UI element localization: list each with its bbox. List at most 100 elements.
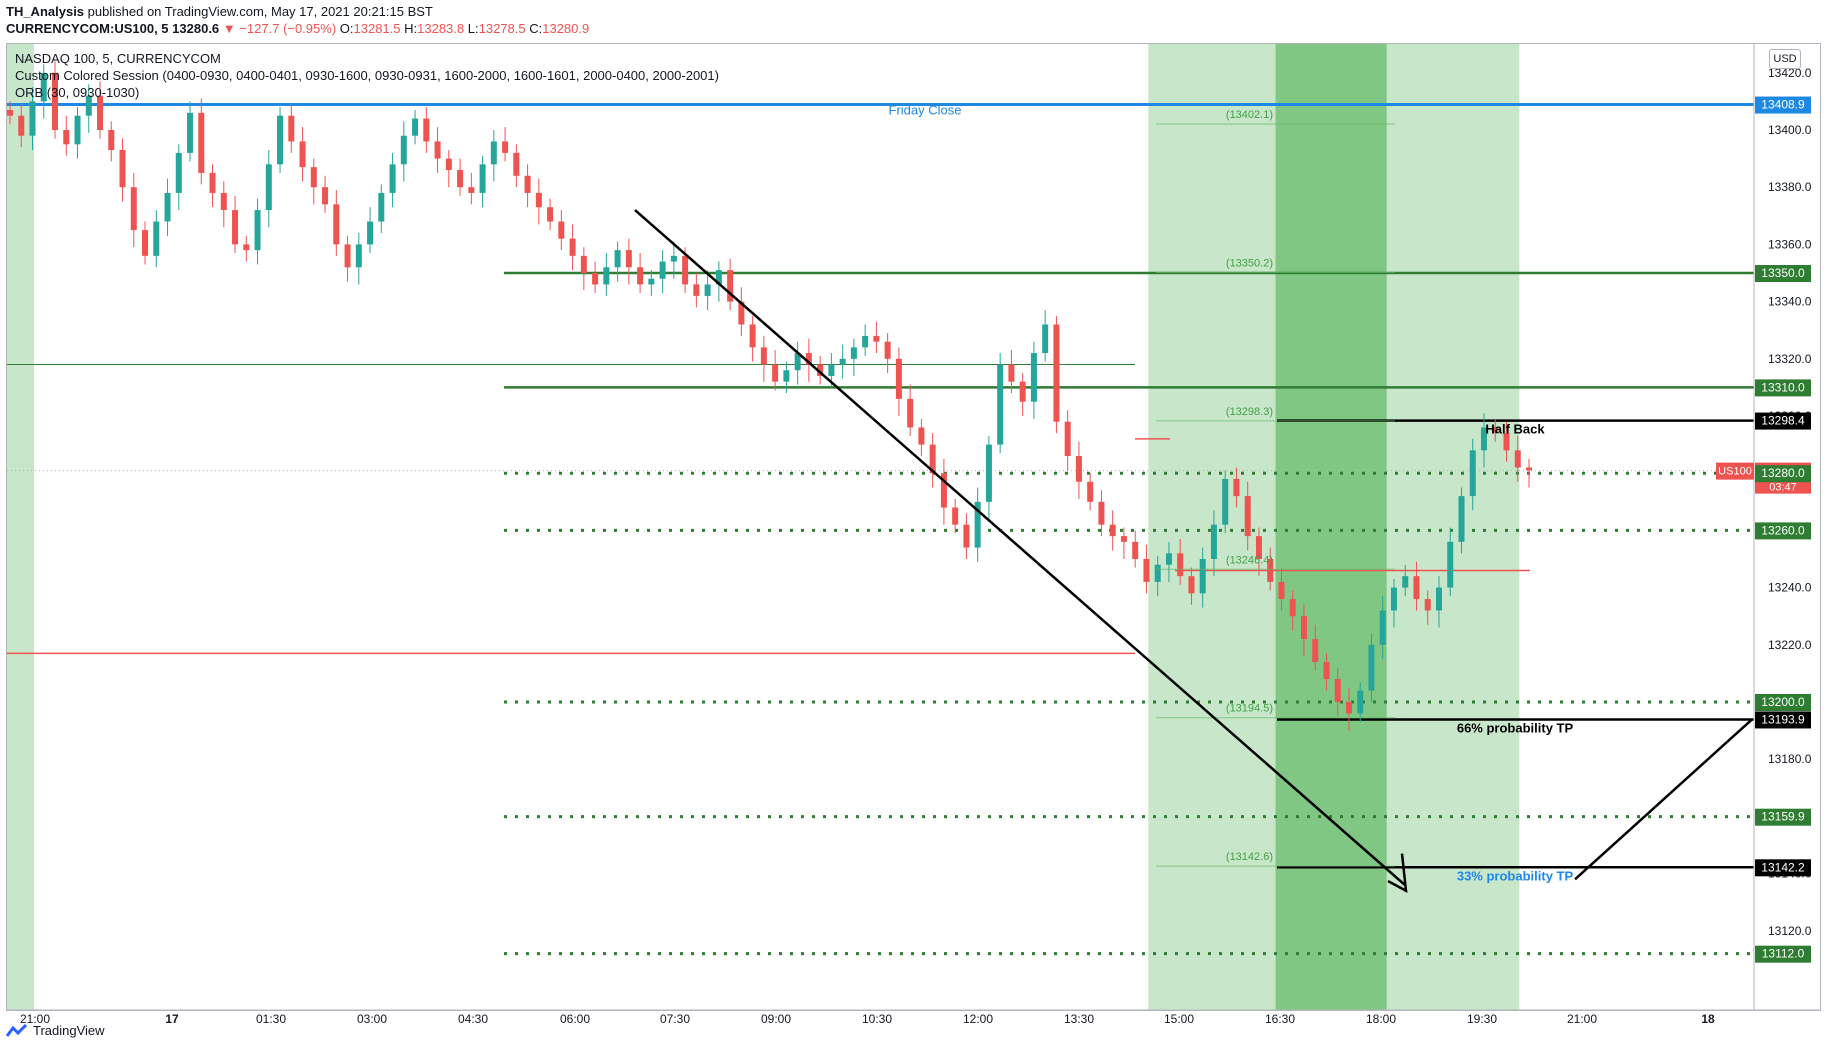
x-tick-label: 01:30 [256,1012,286,1026]
candle-body [490,141,497,165]
candle-body [997,364,1004,445]
candle-body [940,473,947,508]
candle-body [524,175,531,193]
candle-body [985,444,992,502]
y-tick-label: 13420.0 [1768,66,1812,80]
candle-body [1165,553,1172,565]
price-tag-text: 13142.2 [1761,860,1805,874]
tradingview-icon [6,1023,28,1037]
y-tick-label: 13320.0 [1768,352,1812,366]
candle-body [963,524,970,548]
orb-level-label: (13194.5) [1226,703,1273,715]
candle-body [52,72,59,130]
candle-body [389,164,396,193]
candle-body [445,158,452,171]
candle-body [1233,478,1240,497]
candle-body [1526,467,1532,471]
candle-body [187,112,194,153]
x-tick-label: 16:30 [1265,1012,1295,1026]
high-label: H: [404,21,418,36]
price-tag-13260-0 [1755,522,1811,540]
time-axis: 21:00 17 01:30 03:00 04:30 06:00 07:30 09:00 10:… [7,1009,1821,1026]
candle-body [1222,478,1229,525]
candle-body [1357,690,1364,714]
price-tag-13112-0 [1755,945,1811,963]
price-tag-text: 13310.0 [1761,380,1805,394]
candle-body [1368,644,1375,691]
price-axis: 13420.0 13400.0 13380.0 13360.0 13340.0 13320… [1716,44,1812,1010]
candle-body [727,270,734,302]
session-shade-left [7,44,34,1010]
candle-body [63,130,70,145]
candle-body [1109,524,1116,537]
session-shading [7,44,1520,1010]
candle-body [625,250,632,268]
candle-body [299,141,306,168]
candle-body [502,141,509,153]
x-tick-label: 07:30 [660,1012,690,1026]
candle-body [423,118,430,142]
candle-body [164,192,171,222]
price-tag-13280-0 [1755,465,1811,483]
candle-body [648,278,655,285]
y-tick-label: 13400.0 [1768,123,1812,137]
candle-body [468,187,475,193]
candle-body [704,284,711,296]
candle-body [1132,541,1139,559]
candle-body [85,95,92,116]
y-tick-label: 13220.0 [1768,638,1812,652]
candle-body [817,364,824,376]
candle-body [1300,616,1307,640]
candle-body [760,347,767,365]
publisher-line: TH_Analysis published on TradingView.com… [6,4,433,19]
candle-body [873,335,880,342]
currency-selector[interactable]: USD [1769,49,1801,69]
y-tick-label: 13120.0 [1768,924,1812,938]
orb-level-label: (13350.2) [1226,257,1273,269]
candle-body [310,167,317,188]
candle-body [1278,581,1285,600]
candle-body [1019,381,1026,402]
candle-body [1053,324,1060,422]
candle-body [1244,496,1251,537]
high-value: 13283.8 [417,21,465,36]
tradingview-logo[interactable]: TradingView [6,1023,105,1038]
symbol-name[interactable]: CURRENCYCOM:US100, 5 [6,21,169,36]
candle-body [378,192,385,222]
x-tick-label: 17 [165,1012,179,1026]
candle-body [592,273,599,285]
x-tick-label: 06:00 [560,1012,590,1026]
candle-body [1424,599,1431,611]
candle-body [670,255,677,262]
candle-body [1379,610,1386,645]
candle-body [232,210,239,245]
candle-body [254,210,261,251]
candle-body [198,112,205,173]
candle-body [7,109,13,116]
open-value: 13281.5 [353,21,401,36]
symbol-tag-text: US100 [1718,466,1752,478]
candle-body [839,358,846,365]
symbol-ohlc-line: CURRENCYCOM:US100, 5 13280.6 ▼ −127.7 (−… [6,21,589,36]
x-tick-label: 21:00 [20,1012,50,1026]
candle-body [535,192,542,208]
candle-body [265,164,272,211]
candle-body [547,207,554,222]
symbol-price-tag [1716,462,1754,480]
level-annotation: 66% probability TP [1457,720,1574,735]
x-tick-label: 12:00 [963,1012,993,1026]
candle-body [355,244,362,268]
price-tag-13142-2 [1755,859,1811,877]
legend-session[interactable]: Custom Colored Session (0400-0930, 0400-… [15,68,719,83]
price-tag-text: 13298.4 [1761,414,1805,428]
candle-body [895,358,902,399]
level-lines [7,103,1754,956]
candle-body [1503,433,1510,451]
candle-body [1447,541,1454,588]
candle-body [738,301,745,325]
drawings: Friday Close Half Back 66% probability TP 3… [634,103,1753,893]
legend-orb[interactable]: ORB (30, 0930-1030) [15,85,140,100]
candle-body [952,507,959,525]
legend-title[interactable]: NASDAQ 100, 5, CURRENCYCOM [15,51,221,66]
